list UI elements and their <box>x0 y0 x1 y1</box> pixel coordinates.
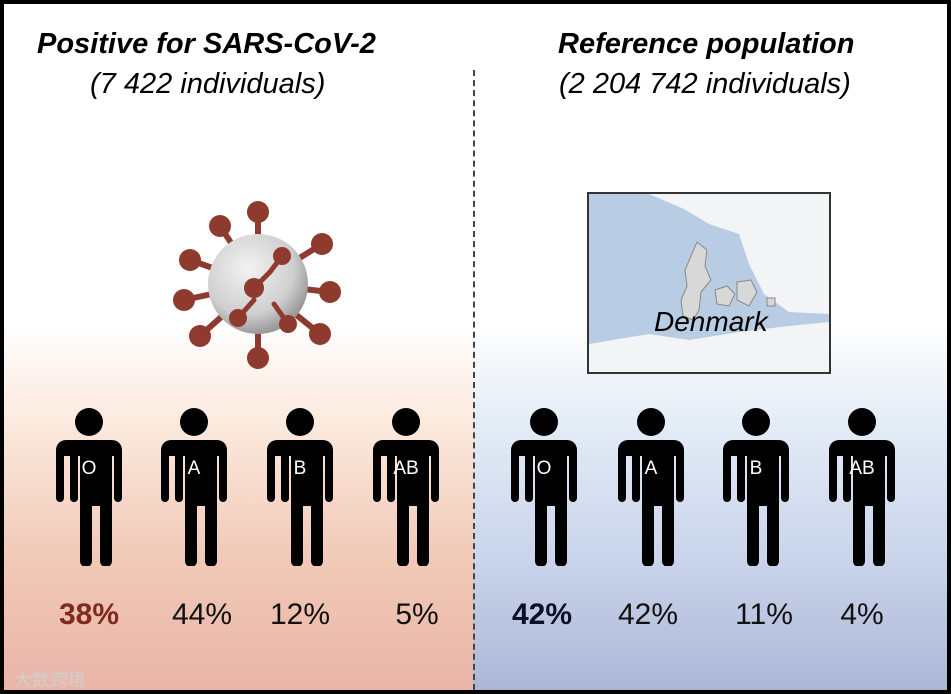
person-icon <box>56 408 122 566</box>
person-icon <box>267 408 333 566</box>
blood-type-label: AB <box>393 458 419 479</box>
denmark-map: Denmark <box>587 192 831 374</box>
left-title: Positive for SARS-CoV-2 <box>37 28 376 60</box>
map-image <box>589 194 829 372</box>
blood-type-label: B <box>293 458 307 479</box>
percent-o-reference: 42% <box>511 598 573 631</box>
person-o-reference: O <box>509 406 579 566</box>
blood-type-label: AB <box>849 458 875 479</box>
blood-type-label: A <box>644 458 658 479</box>
person-icon <box>618 408 684 566</box>
left-subtitle: (7 422 individuals) <box>90 68 326 100</box>
watermark: 大数跨境 <box>14 670 86 690</box>
percent-ab-positive: 5% <box>395 598 439 631</box>
person-icon <box>829 408 895 566</box>
percent-ab-reference: 4% <box>840 598 884 631</box>
blood-type-label: A <box>187 458 201 479</box>
percent-b-positive: 12% <box>269 598 331 631</box>
virus-icon <box>173 201 341 369</box>
person-ab-reference: AB <box>827 406 897 566</box>
divider <box>473 70 475 690</box>
person-o-positive: O <box>54 406 124 566</box>
person-icon <box>373 408 439 566</box>
person-a-positive: A <box>159 406 229 566</box>
person-icon <box>723 408 789 566</box>
map-label: Denmark <box>654 306 768 337</box>
person-b-positive: B <box>265 406 335 566</box>
blood-type-label: O <box>81 458 97 479</box>
right-subtitle: (2 204 742 individuals) <box>559 68 851 100</box>
person-ab-positive: AB <box>371 406 441 566</box>
person-icon <box>511 408 577 566</box>
blood-type-label: O <box>536 458 552 479</box>
person-a-reference: A <box>616 406 686 566</box>
person-icon <box>161 408 227 566</box>
percent-a-reference: 42% <box>617 598 679 631</box>
blood-type-label: B <box>749 458 763 479</box>
right-title: Reference population <box>558 28 855 60</box>
percent-a-positive: 44% <box>171 598 233 631</box>
percent-b-reference: 11% <box>735 598 793 631</box>
percent-o-positive: 38% <box>58 598 120 631</box>
person-b-reference: B <box>721 406 791 566</box>
figure-frame: Positive for SARS-CoV-2 (7 422 individua… <box>4 4 947 690</box>
left-panel <box>4 4 473 690</box>
